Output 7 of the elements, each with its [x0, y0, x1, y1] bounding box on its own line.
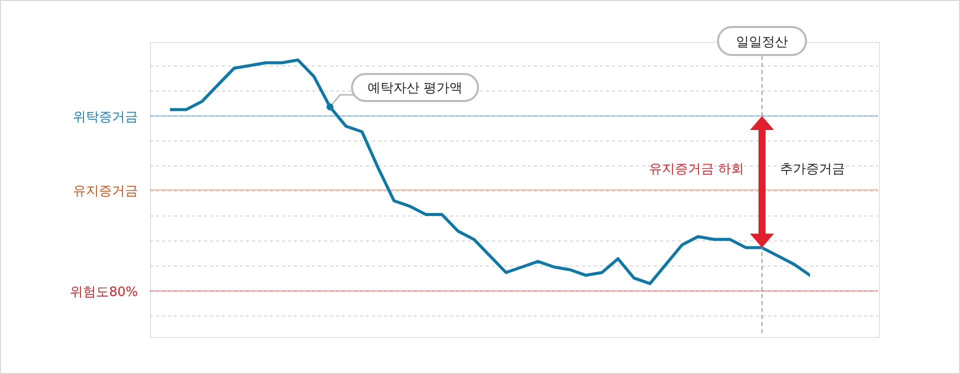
annotation: 예탁자산 평가액 — [367, 81, 463, 96]
annotation: 추가증거금 — [780, 162, 845, 177]
text: 일일정산 — [736, 35, 788, 50]
ref-line-label: 위탁증거금 — [73, 110, 138, 126]
annotation: 유지증거금 하회 — [648, 162, 744, 177]
ref-line-label: 위험도80% — [70, 285, 138, 300]
ref-line-label: 유지증거금 — [73, 184, 138, 199]
